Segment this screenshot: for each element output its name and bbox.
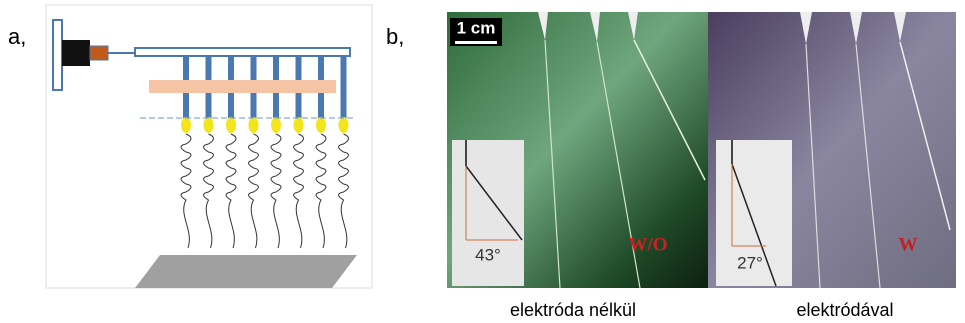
syringe: [62, 40, 90, 66]
panel-label: b,: [386, 24, 404, 49]
needle: [341, 56, 347, 118]
droplet: [316, 117, 326, 133]
panel-label: a,: [8, 24, 26, 49]
figure-svg: a, b, 1 cm 43° W/O 27° W elektróda nélkü…: [0, 0, 965, 323]
condition-tag: W/O: [628, 234, 667, 255]
droplet: [249, 117, 259, 133]
droplet: [204, 117, 214, 133]
condition-tag: W: [899, 234, 918, 255]
scale-bar: [455, 41, 497, 44]
angle-label: 27°: [737, 253, 763, 272]
electrode: [149, 80, 336, 93]
droplet: [271, 117, 281, 133]
droplet: [339, 117, 349, 133]
angle-label: 43°: [475, 245, 501, 264]
droplet: [181, 117, 191, 133]
scale-label: 1 cm: [457, 18, 496, 37]
manifold: [135, 48, 350, 56]
caption: elektróda nélkül: [510, 300, 636, 320]
syringe-tip: [90, 46, 108, 60]
plate: [53, 20, 62, 90]
caption: elektródával: [796, 300, 893, 320]
droplet: [226, 117, 236, 133]
collector: [135, 255, 357, 288]
droplet: [294, 117, 304, 133]
figure: a, b, 1 cm 43° W/O 27° W elektróda nélkü…: [0, 0, 965, 323]
